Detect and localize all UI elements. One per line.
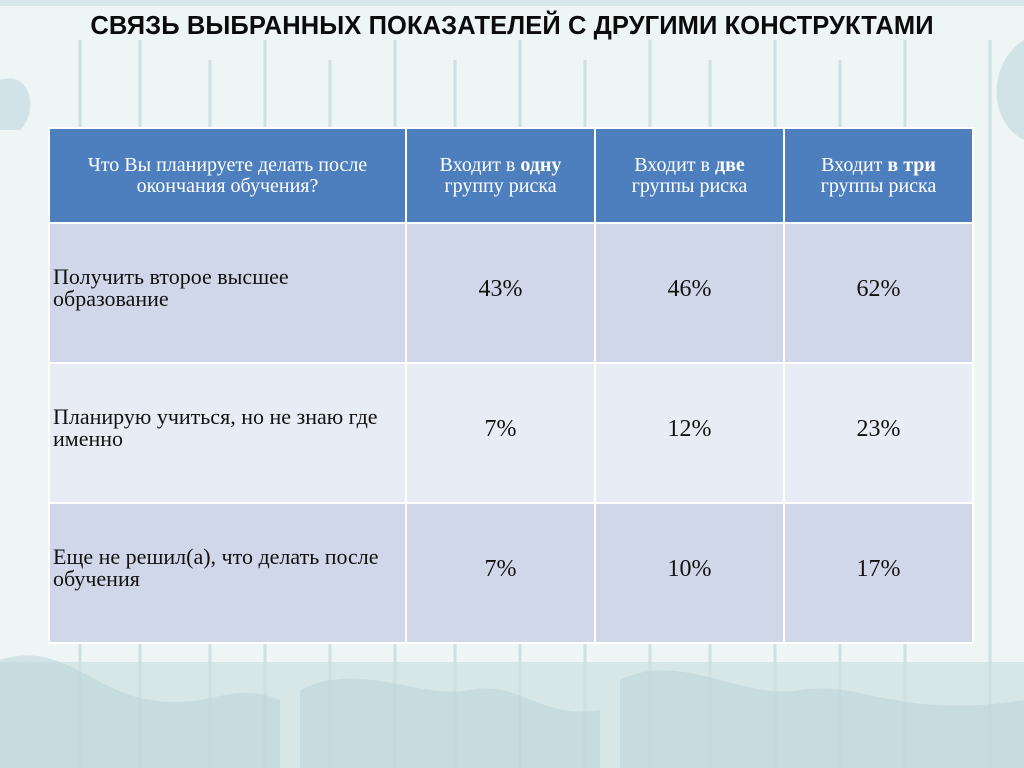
value-two-groups: 46% bbox=[667, 276, 712, 302]
value-cell: 43% bbox=[405, 222, 596, 364]
value-three-groups: 23% bbox=[856, 416, 901, 442]
header-three-groups: Входит в три группы риска bbox=[783, 127, 974, 224]
row-label: Получить второе высшее образование bbox=[53, 264, 289, 311]
value-cell: 23% bbox=[783, 362, 974, 504]
table-header-row: Что Вы планируете делать после окончания… bbox=[48, 127, 974, 224]
header-three-groups-suffix: группы риска bbox=[820, 174, 937, 197]
header-question-text: Что Вы планируете делать после окончания… bbox=[87, 153, 368, 197]
header-three-groups-bold: в три bbox=[887, 153, 936, 176]
row-label: Еще не решил(а), что делать после обучен… bbox=[53, 544, 379, 591]
row-label-cell: Получить второе высшее образование bbox=[48, 222, 407, 364]
value-one-group: 7% bbox=[484, 556, 517, 582]
header-two-groups-bold: две bbox=[715, 153, 745, 176]
value-cell: 62% bbox=[783, 222, 974, 364]
value-cell: 17% bbox=[783, 502, 974, 644]
value-three-groups: 17% bbox=[856, 556, 901, 582]
value-cell: 7% bbox=[405, 502, 596, 644]
risk-group-table: Что Вы планируете делать после окончания… bbox=[48, 127, 974, 644]
header-one-group-prefix: Входит в bbox=[439, 153, 521, 176]
table-row: Получить второе высшее образование 43% 4… bbox=[48, 222, 974, 364]
table-row: Планирую учиться, но не знаю где именно … bbox=[48, 362, 974, 504]
value-cell: 10% bbox=[594, 502, 785, 644]
header-one-group-bold: одну bbox=[520, 153, 562, 176]
header-question: Что Вы планируете делать после окончания… bbox=[48, 127, 407, 224]
header-two-groups-prefix: Входит в bbox=[634, 153, 715, 176]
table-row: Еще не решил(а), что делать после обучен… bbox=[48, 502, 974, 644]
row-label: Планирую учиться, но не знаю где именно bbox=[53, 404, 378, 451]
data-table: Что Вы планируете делать после окончания… bbox=[48, 127, 974, 644]
value-cell: 7% bbox=[405, 362, 596, 504]
value-two-groups: 10% bbox=[667, 556, 712, 582]
value-one-group: 7% bbox=[484, 416, 517, 442]
header-three-groups-prefix: Входит bbox=[821, 153, 888, 176]
value-three-groups: 62% bbox=[856, 276, 901, 302]
header-two-groups-suffix: группы риска bbox=[631, 174, 748, 197]
value-two-groups: 12% bbox=[667, 416, 712, 442]
header-one-group: Входит в одну группу риска bbox=[405, 127, 596, 224]
header-two-groups: Входит в две группы риска bbox=[594, 127, 785, 224]
value-cell: 12% bbox=[594, 362, 785, 504]
slide-title: СВЯЗЬ ВЫБРАННЫХ ПОКАЗАТЕЛЕЙ С ДРУГИМИ КО… bbox=[90, 12, 934, 40]
row-label-cell: Планирую учиться, но не знаю где именно bbox=[48, 362, 407, 504]
header-one-group-suffix: группу риска bbox=[444, 174, 557, 197]
value-cell: 46% bbox=[594, 222, 785, 364]
row-label-cell: Еще не решил(а), что делать после обучен… bbox=[48, 502, 407, 644]
value-one-group: 43% bbox=[478, 276, 523, 302]
